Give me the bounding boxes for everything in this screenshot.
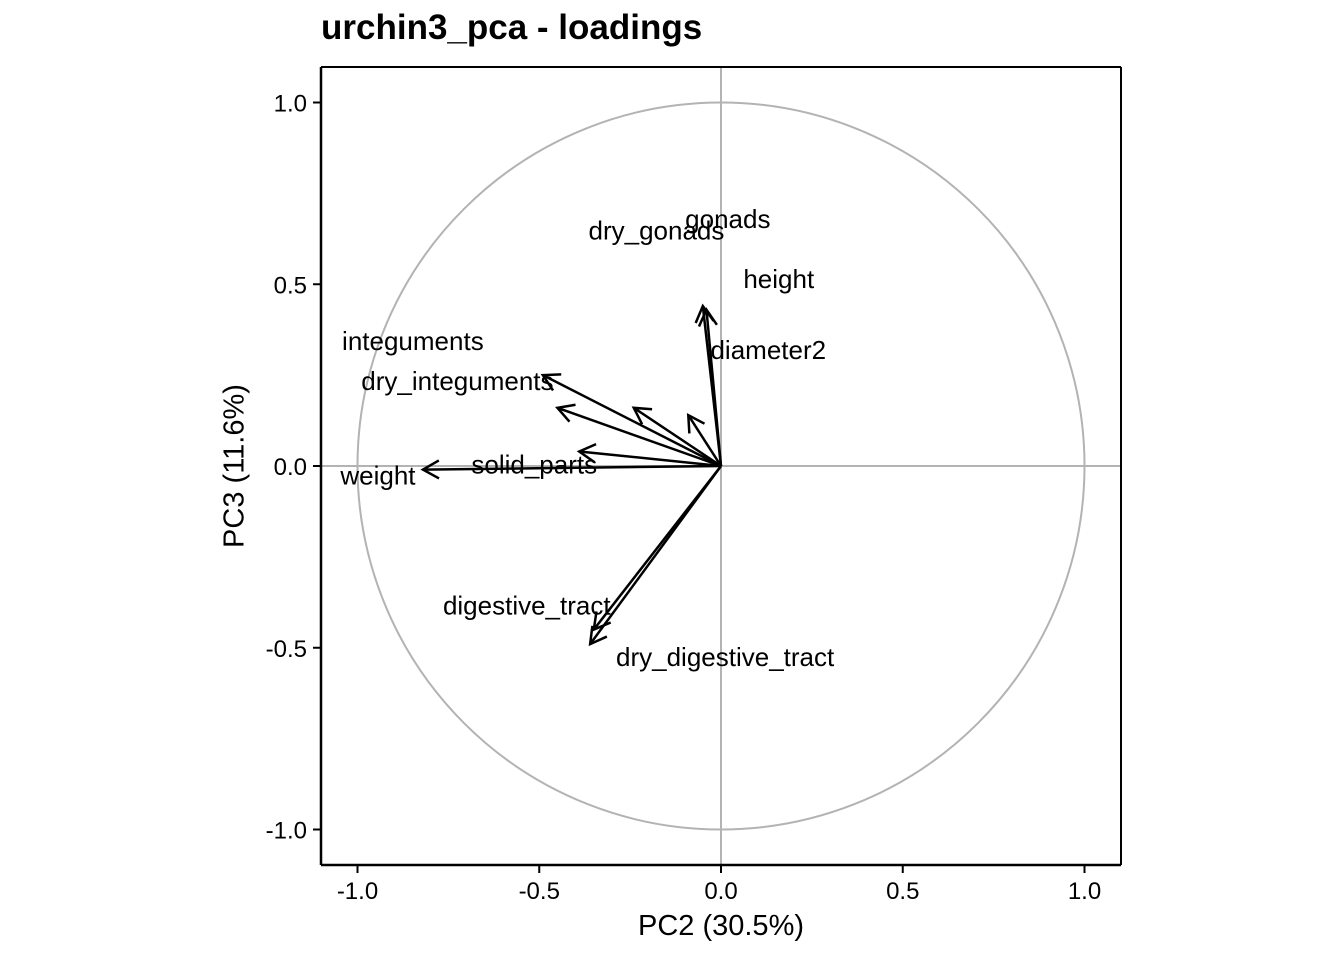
loading-label-digestive-tract: digestive_tract (443, 591, 611, 621)
loading-label-gonads: gonads (685, 204, 770, 234)
y-tick-label: -0.5 (266, 636, 307, 663)
arrow-head-diameter2 (686, 412, 706, 434)
x-tick-label: -0.5 (519, 878, 560, 905)
x-tick-label: -1.0 (337, 878, 378, 905)
loading-label-solid-parts: solid_parts (471, 449, 597, 479)
loading-arrow-weight (422, 464, 722, 471)
y-tick-label: -1.0 (266, 818, 307, 845)
chart-title: urchin3_pca - loadings (321, 8, 703, 47)
loading-arrow-diameter2 (687, 414, 723, 467)
arrow-head-weight (420, 459, 440, 480)
arrow-head-dry-digestive-tract (588, 625, 608, 647)
loading-arrow-gonads (701, 305, 723, 467)
y-tick-label: 0.0 (274, 454, 307, 481)
loading-label-diameter2: diameter2 (710, 335, 826, 365)
x-tick-label: 0.0 (704, 878, 737, 905)
loading-label-integuments: integuments (342, 326, 484, 356)
loading-label-height: height (743, 264, 815, 294)
y-tick-label: 1.0 (274, 91, 307, 118)
arrow-head-solid-parts (576, 442, 597, 464)
arrow-head-height (631, 406, 653, 425)
loading-label-dry-gonads: dry_gonads (589, 216, 725, 246)
loading-arrow-solid-parts (579, 450, 722, 468)
loading-arrow-integuments (542, 374, 722, 468)
x-tick-label: 1.0 (1068, 878, 1101, 905)
loading-arrow-dry-digestive-tract (589, 465, 723, 645)
x-axis-title: PC2 (30.5%) (637, 910, 805, 942)
loading-label-dry-digestive-tract: dry_digestive_tract (616, 642, 835, 672)
y-axis-title: PC3 (11.6%) (218, 384, 251, 548)
arrow-head-integuments (540, 373, 562, 392)
loading-arrow-height (633, 406, 722, 468)
y-tick-label: 0.5 (274, 272, 307, 299)
loading-label-dry-integuments: dry_integuments (361, 366, 553, 396)
loading-arrow-dry-integuments (557, 406, 722, 468)
arrow-head-gonads (694, 303, 715, 324)
arrow-head-dry-integuments (555, 403, 576, 423)
loading-label-weight: weight (339, 461, 416, 491)
x-tick-label: 0.5 (886, 878, 919, 905)
